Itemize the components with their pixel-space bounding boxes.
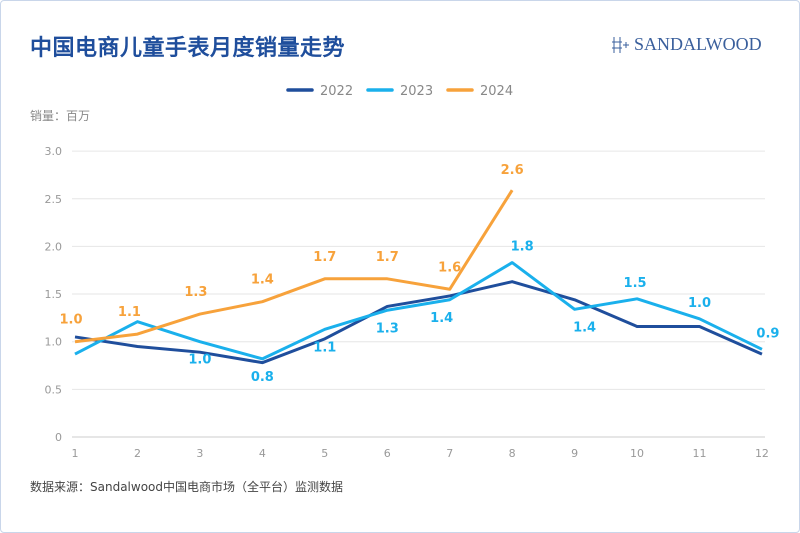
data-label-2024: 1.7: [376, 250, 399, 265]
data-label-2024: 1.4: [251, 273, 274, 288]
x-tick-label: 10: [630, 447, 644, 460]
data-label-2024: 1.7: [313, 250, 336, 265]
data-label-2023: 1.1: [313, 340, 336, 355]
x-tick-label: 4: [259, 447, 266, 460]
x-tick-label: 7: [446, 447, 453, 460]
y-tick-label: 2.5: [45, 193, 63, 206]
x-tick-label: 6: [384, 447, 391, 460]
x-tick-label: 8: [509, 447, 516, 460]
data-label-2024: 1.6: [438, 260, 461, 275]
x-tick-label: 3: [196, 447, 203, 460]
data-label-2023: 0.9: [756, 326, 779, 341]
y-tick-label: 2.0: [45, 240, 63, 253]
y-tick-label: 0.5: [45, 383, 63, 396]
data-label-2023: 1.4: [430, 311, 453, 326]
series-line-2022: [74, 280, 763, 365]
y-tick-label: 0: [55, 431, 62, 444]
data-label-2023: 1.0: [188, 353, 211, 368]
data-label-2023: 1.3: [376, 321, 399, 336]
x-tick-label: 9: [571, 447, 578, 460]
data-label-2023: 1.0: [688, 296, 711, 311]
x-tick-label: 11: [693, 447, 707, 460]
sandalwood-grid-logo-icon: [612, 36, 629, 53]
data-label-2023: 1.8: [511, 240, 534, 255]
data-label-2024: 1.1: [118, 305, 141, 320]
data-label-2024: 1.3: [184, 285, 207, 300]
x-tick-label: 1: [72, 447, 79, 460]
data-label-2023: 1.4: [573, 320, 596, 335]
y-tick-label: 1.0: [45, 336, 63, 349]
source-note: 数据来源：Sandalwood中国电商市场（全平台）监测数据: [30, 480, 343, 494]
data-label-2023: 0.8: [251, 370, 274, 385]
x-tick-label: 12: [755, 447, 769, 460]
brand-logo: SANDALWOOD: [610, 34, 762, 55]
data-label-2023: 1.5: [624, 276, 647, 291]
x-tick-label: 5: [321, 447, 328, 460]
x-tick-label: 2: [134, 447, 141, 460]
legend-label-2024: 2024: [480, 84, 513, 99]
logo-text: SANDALWOOD: [634, 34, 762, 54]
data-label-2024: 2.6: [501, 163, 524, 178]
y-axis-label: 销量：百万: [30, 109, 90, 123]
y-tick-label: 3.0: [45, 145, 63, 158]
legend-label-2023: 2023: [400, 84, 433, 99]
series-line-2024: [74, 189, 514, 344]
series-line-2023: [74, 261, 763, 361]
y-tick-label: 1.5: [45, 288, 63, 301]
data-label-2024: 1.0: [59, 313, 82, 328]
chart-title: 中国电商儿童手表月度销量走势: [30, 36, 346, 61]
legend-label-2022: 2022: [320, 84, 353, 99]
